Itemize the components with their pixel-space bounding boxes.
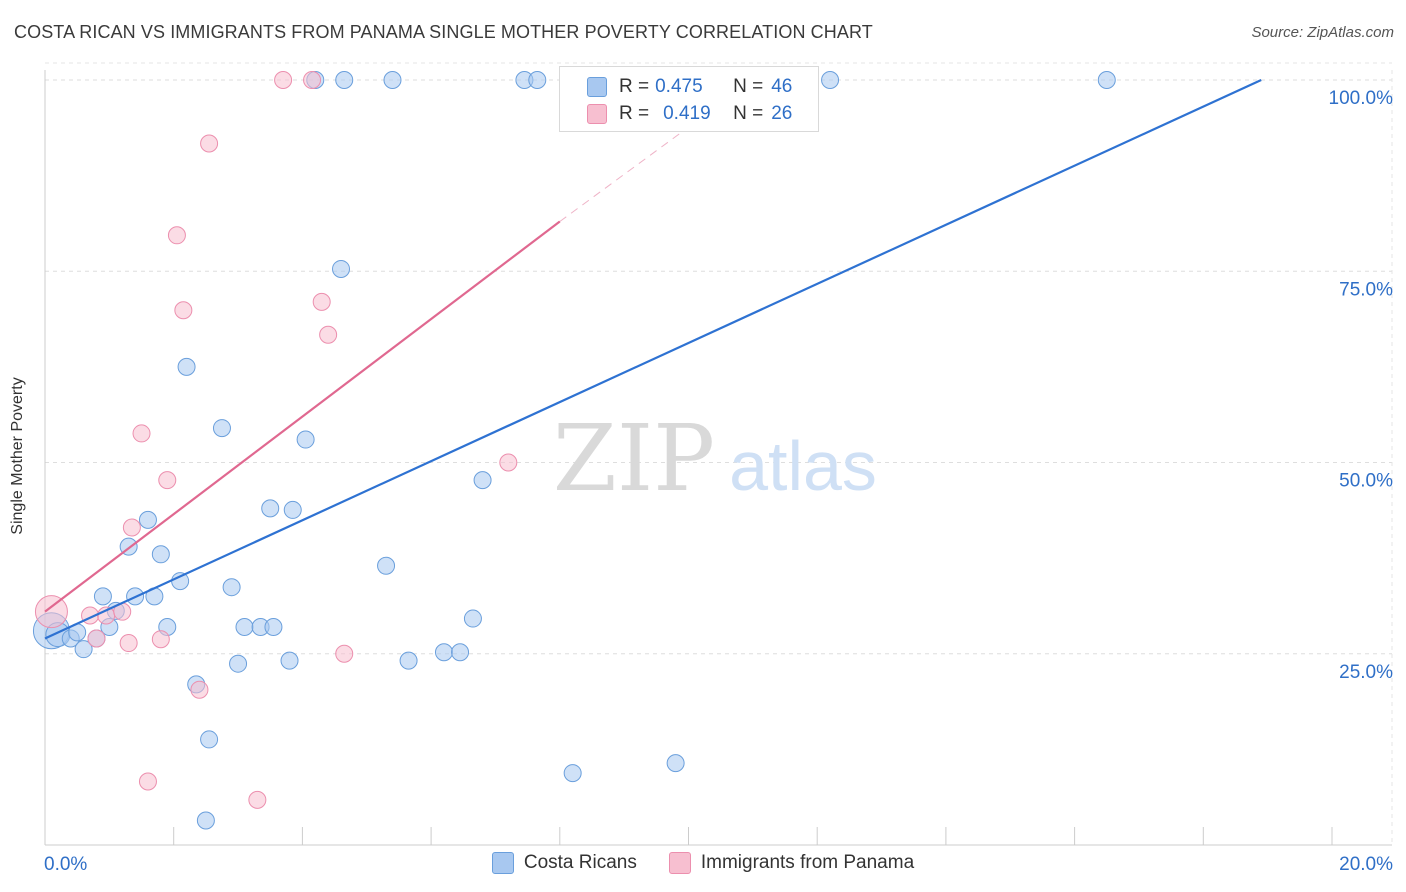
costa-rican-point <box>528 71 547 89</box>
costa-rican-point <box>563 764 582 783</box>
trend-lines <box>44 79 1262 640</box>
costa-rican-point <box>93 587 112 606</box>
costa-rican-point <box>229 654 248 673</box>
y-tick-label: 100.0% <box>1329 88 1394 109</box>
y-tick-label: 50.0% <box>1339 471 1393 492</box>
legend-swatch-pink <box>587 104 607 124</box>
legend-swatch-blue <box>491 852 514 874</box>
costa-rican-point <box>821 71 840 89</box>
panama-point <box>274 71 293 89</box>
costa-rican-point <box>212 419 231 438</box>
r-value: 0.475 <box>655 76 703 97</box>
costa-rican-point <box>335 71 354 89</box>
costa-rican-point <box>177 357 196 376</box>
panama-point <box>174 301 193 320</box>
costa-rican-trend-line <box>44 79 1262 640</box>
legend-row-costa-ricans: R = 0.475 N = 46 <box>560 73 792 101</box>
y-tick-label: 75.0% <box>1339 279 1393 300</box>
panama-point <box>248 790 267 809</box>
panama-point <box>335 644 354 663</box>
costa-rican-point <box>377 556 396 575</box>
legend-row-panama: R = 0.419 N = 26 <box>560 100 792 128</box>
costa-rican-point <box>1097 71 1116 89</box>
costa-rican-point <box>138 510 157 529</box>
panama-point <box>138 772 157 791</box>
n-label: N = <box>733 103 764 124</box>
y-tick-label: 25.0% <box>1339 662 1393 683</box>
legend-item-costa-ricans: Costa Ricans <box>491 852 637 874</box>
panama-point <box>87 629 106 648</box>
costa-rican-point <box>473 471 492 490</box>
legend-swatch-blue <box>587 77 607 97</box>
chart-title: COSTA RICAN VS IMMIGRANTS FROM PANAMA SI… <box>14 22 873 42</box>
costa-rican-point <box>235 617 254 636</box>
axes <box>44 70 1392 846</box>
legend-item-panama: Immigrants from Panama <box>668 852 915 874</box>
costa-rican-point <box>200 730 219 749</box>
costa-rican-point <box>171 572 190 591</box>
n-value: 26 <box>771 103 793 124</box>
n-label: N = <box>733 76 764 97</box>
data-points <box>32 71 1116 830</box>
panama-trend-line <box>44 220 561 613</box>
x-tick-label: 20.0% <box>1339 854 1393 875</box>
costa-rican-point <box>434 643 453 662</box>
costa-rican-point <box>463 609 482 628</box>
watermark-atlas: atlas <box>729 427 877 505</box>
costa-rican-point <box>283 500 302 519</box>
gridlines <box>45 62 1393 845</box>
costa-rican-point <box>151 545 170 564</box>
r-label: R = <box>619 103 650 124</box>
costa-rican-point <box>666 754 685 773</box>
source-label: Source: ZipAtlas.com <box>1251 24 1394 41</box>
panama-point <box>132 424 151 443</box>
costa-rican-point <box>264 617 283 636</box>
costa-rican-point <box>332 259 351 278</box>
costa-rican-point <box>280 651 299 670</box>
stats-legend: R = 0.475 N = 46 R = 0.419 N = 26 <box>559 66 819 132</box>
legend-label: Costa Ricans <box>523 852 637 873</box>
costa-rican-point <box>296 430 315 449</box>
n-value: 46 <box>771 76 793 97</box>
costa-rican-point <box>196 811 215 830</box>
panama-point <box>319 325 338 344</box>
panama-point <box>151 630 170 649</box>
legend-label: Immigrants from Panama <box>700 852 915 873</box>
panama-point <box>34 595 68 629</box>
panama-point <box>312 292 331 311</box>
costa-rican-point <box>399 651 418 670</box>
panama-point <box>122 518 141 537</box>
costa-rican-point <box>451 643 470 662</box>
r-label: R = <box>619 76 650 97</box>
panama-point <box>303 71 322 89</box>
watermark-zip: ZIP <box>553 405 715 512</box>
costa-rican-point <box>74 640 93 659</box>
y-axis-label: Single Mother Poverty <box>9 377 26 535</box>
r-value: 0.419 <box>663 103 711 124</box>
panama-point <box>190 680 209 699</box>
tick-labels: 25.0% 50.0% 75.0% 100.0% 0.0% 20.0% <box>44 88 1393 875</box>
panama-point <box>200 134 219 153</box>
panama-point <box>158 471 177 490</box>
panama-point <box>499 453 518 472</box>
costa-rican-point <box>222 578 241 597</box>
x-tick-label: 0.0% <box>44 854 87 875</box>
panama-point <box>119 634 138 653</box>
watermark: ZIP atlas <box>553 405 877 512</box>
costa-rican-point <box>383 71 402 89</box>
legend-swatch-pink <box>668 852 691 874</box>
costa-rican-point <box>261 499 280 518</box>
series-legend: Costa Ricans Immigrants from Panama <box>0 852 1406 874</box>
panama-point <box>167 226 186 245</box>
